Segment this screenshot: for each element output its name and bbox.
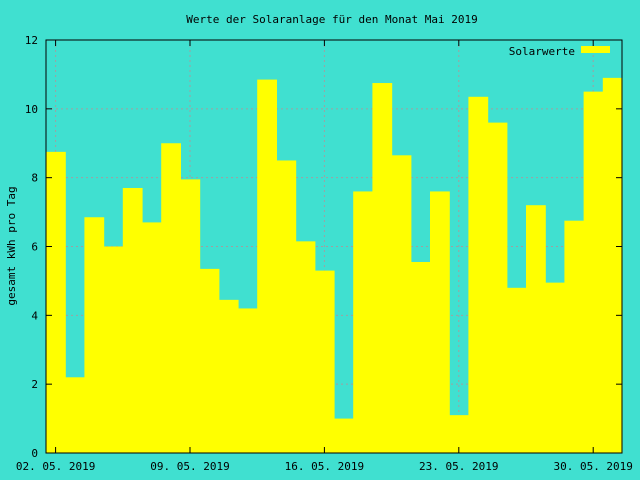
bar-31.05. [602, 77, 623, 453]
x-tick-label: 02. 05. 2019 [16, 460, 95, 473]
x-tick-label: 30. 05. 2019 [553, 460, 632, 473]
bar-20.05. [391, 155, 412, 453]
bar-27.05. [526, 205, 546, 453]
bar-04.05. [84, 217, 105, 453]
bar-21.05. [410, 261, 431, 453]
bar-03.05. [65, 377, 85, 453]
legend-swatch [581, 46, 610, 53]
legend: Solarwerte [509, 45, 610, 58]
bar-22.05. [430, 191, 450, 453]
bar-02.05. [46, 151, 66, 453]
bar-11.05. [218, 299, 239, 453]
bar-layer [46, 77, 623, 454]
bar-16.05. [314, 270, 335, 453]
bar-19.05. [372, 83, 393, 453]
bar-28.05. [545, 282, 565, 453]
x-tick-label: 09. 05. 2019 [150, 460, 229, 473]
bar-29.05. [564, 220, 585, 453]
y-tick-label: 8 [31, 172, 38, 185]
legend-label: Solarwerte [509, 45, 575, 58]
bar-23.05. [449, 415, 469, 453]
bar-24.05. [468, 96, 489, 453]
bar-18.05. [353, 191, 373, 453]
y-axis-label: gesamt kWh pro Tag [5, 186, 18, 305]
y-tick-label: 0 [31, 447, 38, 460]
y-tick-label: 10 [25, 103, 38, 116]
chart-title: Werte der Solaranlage für den Monat Mai … [186, 13, 477, 26]
axis-layer: 0 2 4 6 8 10 12 02. 05. 2019 09. 05. 2019 16. 05.… [16, 34, 633, 473]
bar-14.05. [276, 160, 297, 454]
plot-frame [45, 39, 623, 454]
bar-07.05. [142, 222, 162, 453]
bar-25.05. [487, 122, 508, 453]
bar-10.05. [199, 268, 220, 453]
bar-12.05. [238, 308, 258, 453]
y-tick-label: 2 [31, 378, 38, 391]
bar-26.05. [506, 287, 527, 453]
bar-06.05. [122, 187, 143, 453]
bar-09.05. [180, 179, 201, 453]
x-tick-label: 23. 05. 2019 [419, 460, 498, 473]
bar-08.05. [161, 143, 181, 453]
y-tick-label: 6 [31, 241, 38, 254]
y-tick-label: 12 [25, 34, 38, 47]
bar-30.05. [583, 91, 604, 453]
bar-13.05. [257, 79, 277, 454]
x-tick-label: 16. 05. 2019 [285, 460, 364, 473]
y-tick-label: 4 [31, 309, 38, 322]
bar-05.05. [103, 246, 124, 453]
bar-15.05. [295, 241, 316, 453]
bar-17.05. [334, 418, 354, 453]
